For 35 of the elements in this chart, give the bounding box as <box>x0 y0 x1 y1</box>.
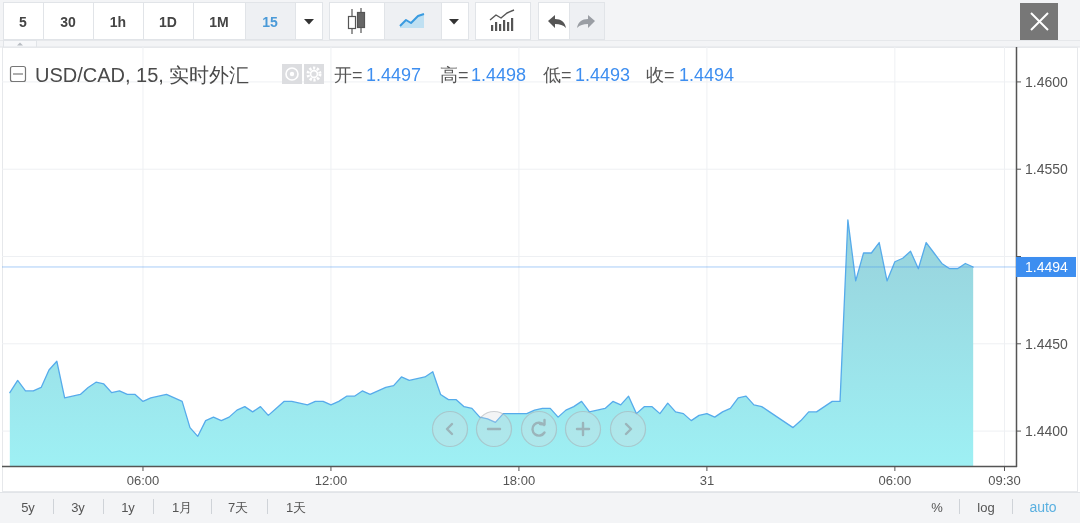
x-tick-label: 09:30 <box>988 473 1021 488</box>
x-tick-label: 31 <box>699 473 715 488</box>
y-tick-label: 1.4550 <box>1025 161 1069 178</box>
text: % <box>931 500 944 515</box>
text: 5y <box>21 500 36 515</box>
annotation: 开= <box>334 65 363 85</box>
annotation: 高= <box>440 65 469 85</box>
annotation: 1.4494 <box>679 65 735 85</box>
x-tick-label: 18:00 <box>502 473 536 488</box>
text: 5 <box>19 14 28 30</box>
text: 1月 <box>171 500 193 515</box>
text: 15 <box>262 14 278 30</box>
text: 1h <box>109 14 127 30</box>
annotation: 1.4497 <box>366 65 422 85</box>
text: USD/CAD, 15, 实时外汇 <box>35 64 250 86</box>
text: 30 <box>60 14 76 30</box>
text: 1M <box>209 14 229 30</box>
x-tick-label: 06:00 <box>126 473 160 488</box>
y-tick-label: 1.4600 <box>1025 73 1069 90</box>
text: log <box>977 500 995 515</box>
y-tick-label: 1.4400 <box>1025 423 1069 440</box>
ref-line-label: 1.4494 <box>1025 258 1069 275</box>
annotation: 1.4498 <box>471 65 527 85</box>
annotation: 1.4493 <box>575 65 631 85</box>
x-tick-label: 06:00 <box>878 473 912 488</box>
text: 3y <box>71 500 86 515</box>
annotation: 低= <box>543 65 572 85</box>
text: 1y <box>121 500 136 515</box>
annotation: 收= <box>646 65 675 85</box>
text: 7天 <box>227 500 249 515</box>
x-tick-label: 12:00 <box>314 473 348 488</box>
text: 1D <box>159 14 177 30</box>
text: 1天 <box>285 500 307 515</box>
text: auto <box>1029 499 1057 515</box>
y-tick-label: 1.4450 <box>1025 335 1069 352</box>
